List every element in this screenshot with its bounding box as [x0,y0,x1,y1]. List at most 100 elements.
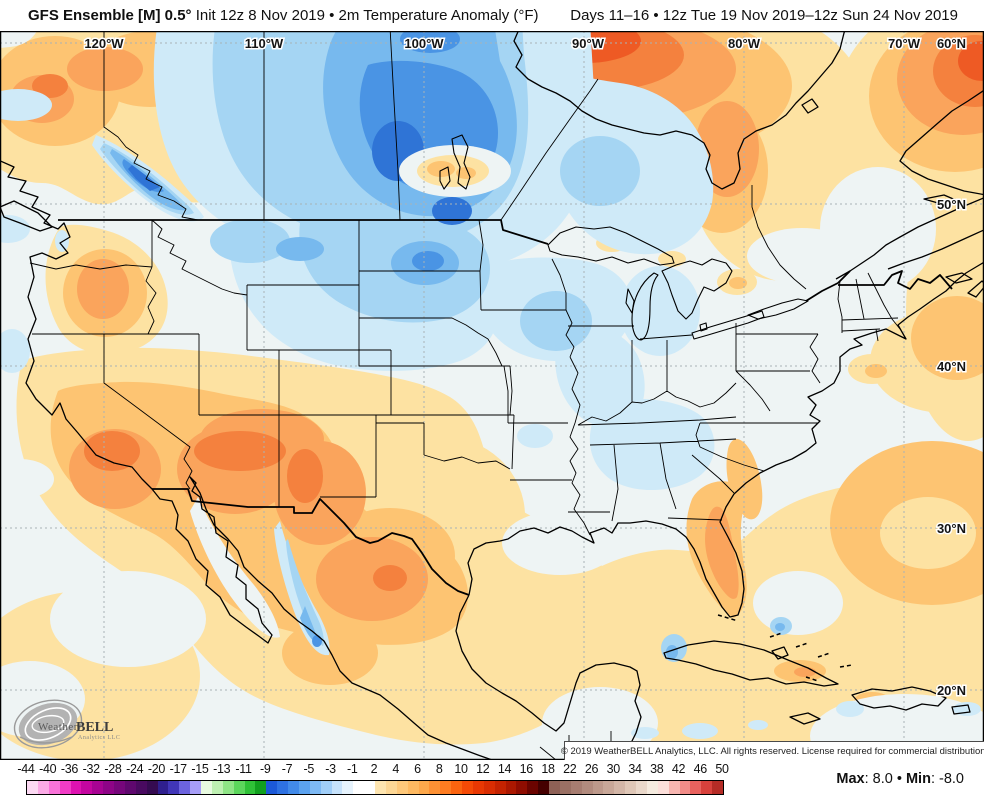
latitude-label: 30°N [937,521,966,536]
scale-color-cell [353,781,365,794]
scale-color-cell [244,781,256,794]
scale-tick-label: 46 [693,762,708,776]
scale-color-cell [277,781,288,794]
scale-color-cell [342,781,354,794]
scale-color-cell [559,781,571,794]
scale-color-cell [309,781,321,794]
latitude-labels: 60°N 50°N 40°N 30°N 20°N [935,35,967,700]
copyright-notice: © 2019 WeatherBELL Analytics, LLC. All r… [561,741,984,760]
logo-text-weather: Weather [38,721,78,733]
scale-color-cell [70,781,82,794]
scale-color-cell [483,781,495,794]
scale-tick-label: -3 [325,762,336,776]
scale-color-cell [625,781,636,794]
scale-tick-label: 2 [370,762,378,776]
bullet-separator: • [896,771,902,787]
scale-tick-label: 50 [715,762,729,776]
scale-tick-label: -17 [169,762,187,776]
scale-color-cell [690,781,702,794]
min-label: Min [905,771,931,787]
scale-color-cell [701,781,713,794]
scale-color-cell [179,781,191,794]
scale-color-cell [440,781,452,794]
scale-color-cell [37,781,49,794]
scale-tick-label: 34 [628,762,642,776]
scale-color-cell [81,781,93,794]
scale-color-cell [472,781,484,794]
scale-color-cell [124,781,136,794]
scale-tick-label: -32 [82,762,100,776]
scale-color-cell [538,781,549,794]
scale-color-cell [222,781,234,794]
init-and-variable: Init 12z 8 Nov 2019 • 2m Temperature Ano… [191,6,539,24]
scale-tick-label: 42 [671,762,686,776]
scale-tick-label: -15 [191,762,209,776]
scale-color-cell [190,781,201,794]
scale-tick-label: 30 [606,762,621,776]
scale-color-cell [636,781,647,794]
scale-color-cell [385,781,397,794]
scale-color-cell [614,781,626,794]
international-borders [58,219,953,596]
longitude-label: 70°W [888,36,921,51]
latitude-label: 50°N [937,197,966,212]
latitude-label: 60°N [937,36,966,51]
scale-tick-label: -28 [104,762,122,776]
scale-color-cell [211,781,223,794]
longitude-labels: 120°W 110°W 100°W 90°W 80°W 70°W [83,35,922,53]
scale-tick-label: -36 [60,762,79,776]
scale-tick-label: 4 [392,762,400,776]
scale-color-cell [549,781,560,794]
scale-tick-label: -20 [147,762,166,776]
scale-color-cell [570,781,582,794]
max-label: Max [836,771,865,787]
scale-tick-label: -24 [126,762,144,776]
scale-color-cell [114,781,125,794]
scale-color-cell [581,781,593,794]
scale-color-cell [168,781,180,794]
scale-color-cell [364,781,375,794]
scale-color-cell [92,781,104,794]
scale-tick-label: 10 [454,762,468,776]
scale-color-cell [418,781,430,794]
scale-color-cell [505,781,517,794]
logo-swirl-tail [19,736,73,744]
model-name: GFS Ensemble [M] 0.5° [28,6,192,24]
scale-color-cell [201,781,212,794]
scale-color-cell [27,781,38,794]
scale-color-cell [375,781,386,794]
scale-color-cell [679,781,691,794]
scale-color-cell [429,781,441,794]
anomaly-map: 120°W 110°W 100°W 90°W 80°W 70°W 60°N 50°N 40°N… [0,31,984,760]
scale-color-cell [712,781,723,794]
logo-swirl-fill [18,702,78,746]
scale-tick-label: 8 [435,762,443,776]
scale-color-cell [396,781,408,794]
scale-color-cell [516,781,528,794]
color-scale-legend: -44 -40 -36 -32 -28 -24 -20 -17 -15 -13 -11 -9 -7 -5-… [0,760,984,808]
scale-tick-label: -9 [259,762,271,776]
scale-tick-label: 18 [541,762,555,776]
longitude-label: 80°W [728,36,761,51]
longitude-label: 110°W [245,36,284,51]
scale-color-cell [146,781,158,794]
scale-color-cell [233,781,245,794]
scale-tick-label: 6 [414,762,421,776]
longitude-label: 90°W [572,36,605,51]
scale-tick-label: -13 [213,762,231,776]
scale-tick-label: 14 [497,762,512,776]
scale-tick-label: -44 [17,762,35,776]
scale-tick-label: -5 [303,762,315,776]
scale-color-cell [103,781,114,794]
latitude-label: 40°N [937,359,966,374]
manitoba-warm-spot [399,145,511,197]
scale-color-cell [603,781,615,794]
scale-tick-label: 26 [584,762,599,776]
scale-color-cell [451,781,462,794]
scale-tick-label: 16 [519,762,534,776]
scale-color-cell [462,781,473,794]
scale-color-cell [255,781,267,794]
scale-color-cell [494,781,506,794]
scale-color-cell [298,781,310,794]
scale-color-cell [657,781,669,794]
